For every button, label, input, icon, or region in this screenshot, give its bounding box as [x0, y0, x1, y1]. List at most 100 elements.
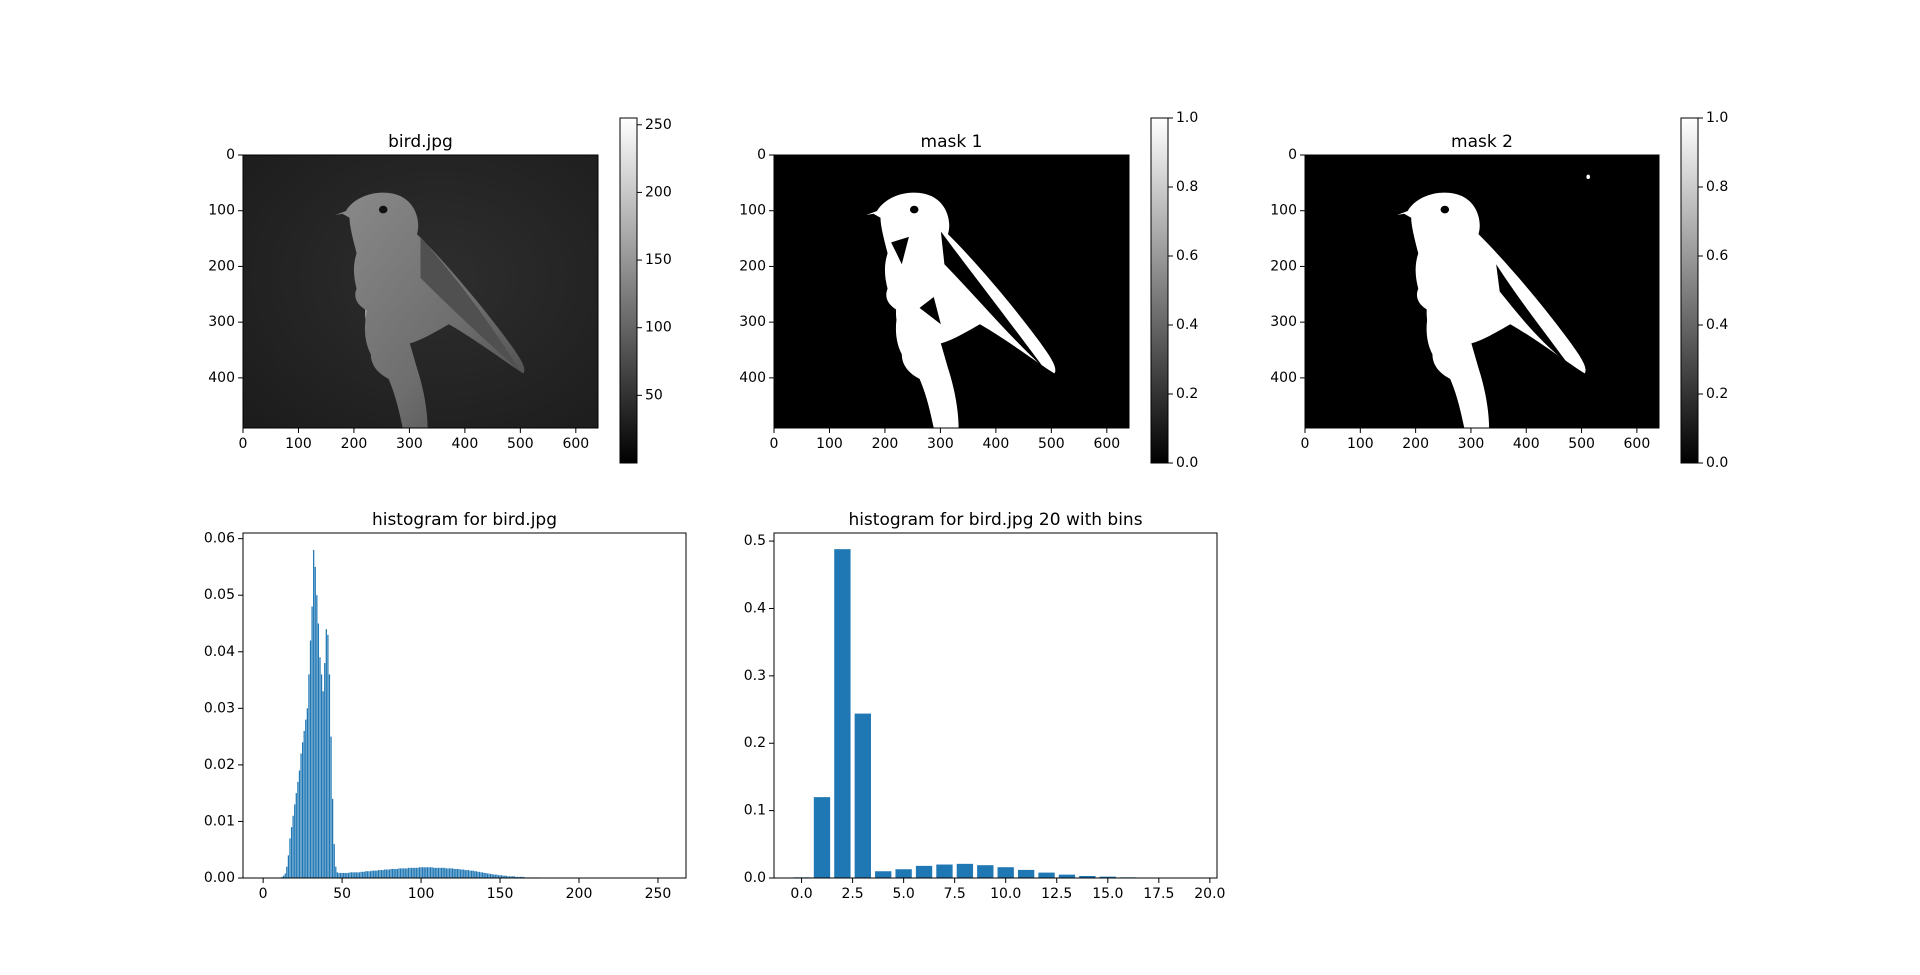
bar: [496, 874, 498, 878]
bar: [373, 870, 375, 878]
bar: [305, 719, 307, 878]
x-tick-label: 5.0: [893, 886, 915, 902]
bird-wing: [420, 236, 520, 371]
bar: [461, 869, 463, 878]
colorbar: 0.0 0.2 0.4 0.6 0.8 1.0: [1150, 110, 1198, 471]
bar: [453, 868, 455, 878]
bar: [436, 867, 438, 878]
y-tick-label: 0.01: [204, 813, 235, 829]
x-tick-label: 7.5: [944, 886, 966, 902]
bar: [431, 867, 433, 878]
bar: [486, 873, 489, 878]
bar: [369, 871, 372, 878]
bar: [518, 876, 520, 878]
bar: [464, 870, 466, 878]
bar: [1058, 874, 1076, 878]
bar: [308, 674, 310, 878]
bar: [390, 868, 392, 878]
y-tick-label: 100: [1270, 203, 1297, 219]
x-tick-label: 600: [1624, 436, 1651, 452]
bar: [287, 855, 290, 878]
panel-title: mask 2: [1451, 132, 1513, 152]
bars: [281, 549, 583, 879]
bar: [513, 876, 515, 878]
bar: [365, 871, 367, 878]
bar: [395, 868, 397, 878]
bar: [521, 876, 523, 878]
bar: [398, 868, 400, 878]
x-tick-label: 20.0: [1194, 886, 1225, 902]
bar: [368, 871, 370, 878]
x-tick-label: 100: [285, 436, 312, 452]
mask-wing-gap: [940, 231, 1044, 368]
y-tick-label: 0.5: [744, 533, 766, 549]
bar: [352, 872, 354, 878]
bar: [1038, 872, 1055, 878]
bar: [447, 868, 449, 878]
x-tick-label: 250: [645, 886, 672, 902]
bar: [834, 549, 851, 878]
colorbar-tick-label: 0.0: [1706, 455, 1728, 471]
bar: [392, 868, 394, 878]
y-tick-label: 0: [757, 147, 766, 163]
bar: [354, 872, 356, 878]
bar: [429, 867, 432, 878]
x-tick-label: 100: [408, 886, 435, 902]
bar: [406, 868, 408, 878]
x-tick-label: 10.0: [990, 886, 1021, 902]
bar: [505, 875, 507, 878]
bar: [344, 872, 346, 878]
bar: [420, 867, 422, 878]
bar: [309, 640, 312, 878]
bar: [300, 753, 302, 878]
bars: [793, 549, 1198, 879]
bar: [485, 872, 487, 878]
bar: [467, 870, 470, 878]
bar: [301, 742, 304, 878]
bar: [371, 870, 373, 878]
image-content: [1305, 155, 1659, 428]
bar: [403, 868, 405, 878]
colorbar-tick-label: 1.0: [1176, 110, 1198, 126]
x-tick-label: 100: [1347, 436, 1374, 452]
y-tick-label: 300: [739, 314, 766, 330]
bar: [813, 797, 831, 878]
x-tick-label: 200: [566, 886, 593, 902]
mask-hole: [919, 296, 941, 325]
mask-body: [866, 192, 1056, 428]
bar: [316, 595, 318, 878]
colorbar-tick-label: 1.0: [1706, 110, 1728, 126]
bar: [493, 874, 495, 878]
bar: [469, 870, 471, 878]
panel-title: histogram for bird.jpg 20 with bins: [848, 510, 1142, 530]
bar: [298, 770, 301, 878]
bar: [292, 815, 294, 878]
mask-shape: [1397, 174, 1590, 428]
x-tick-label: 500: [507, 436, 534, 452]
bar: [333, 844, 335, 878]
panel-title: bird.jpg: [388, 132, 453, 152]
bar: [336, 872, 338, 878]
bar: [324, 663, 326, 878]
y-tick-label: 200: [208, 258, 235, 274]
bar: [360, 871, 362, 878]
bar: [382, 870, 384, 878]
bar: [409, 867, 411, 878]
colorbar-tick-label: 0.8: [1176, 179, 1198, 195]
colorbar: 50 100 150 200 250: [619, 117, 672, 464]
bar: [283, 875, 285, 878]
bar: [448, 868, 451, 878]
bar: [284, 873, 286, 878]
x-tick-label: 200: [1402, 436, 1429, 452]
image-content: [774, 155, 1129, 428]
bar: [374, 870, 376, 878]
bar: [422, 867, 424, 878]
mask-speck: [1586, 174, 1590, 180]
bar: [480, 872, 482, 878]
bar: [415, 867, 417, 878]
x-tick-label: 0.0: [790, 886, 812, 902]
colorbar-tick-label: 0.2: [1706, 386, 1728, 402]
bar: [452, 868, 454, 878]
bar: [434, 867, 436, 878]
x-tick-label: 15.0: [1092, 886, 1123, 902]
